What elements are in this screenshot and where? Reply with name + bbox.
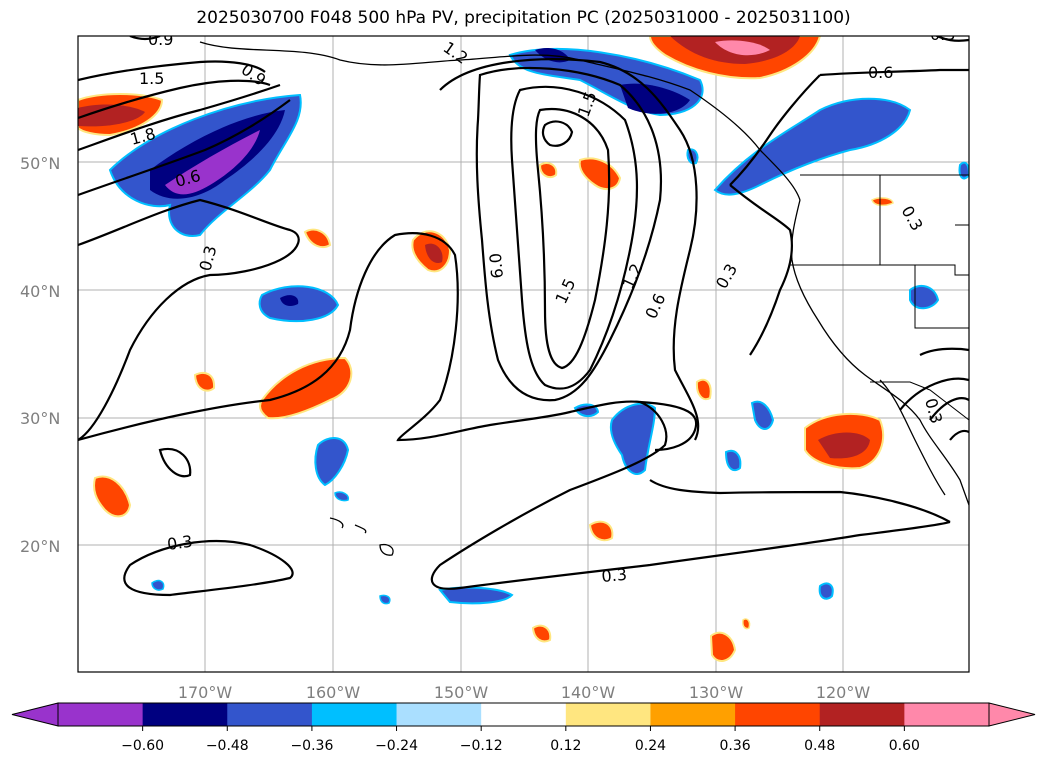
lon-label-170w: 170°W (178, 683, 233, 702)
colorbar-segment (481, 703, 567, 726)
colorbar-tick-label: 0.60 (889, 738, 920, 754)
colorbar-segment (565, 703, 651, 726)
contour-label: 0.3 (930, 25, 955, 44)
map-frame (77, 35, 970, 673)
lon-label-120w: 120°W (816, 683, 871, 702)
pv-trough-outer (439, 58, 700, 441)
pv-contour-0.3-west (78, 198, 300, 441)
alaska-coast (199, 41, 801, 201)
lat-labels: 50°N 40°N 30°N 20°N (20, 154, 60, 556)
colorbar-segment (142, 703, 228, 726)
colorbar-tick-label: −0.60 (121, 738, 164, 754)
chart-title: 2025030700 F048 500 hPa PV, precipitatio… (196, 8, 851, 28)
colorbar-tick-label: −0.48 (206, 738, 249, 754)
pv-trough-1.5 (534, 107, 611, 370)
colorbar-extend-low (11, 702, 59, 727)
colorbar-extend-high (988, 702, 1036, 727)
colorbar-tick-label: 0.12 (550, 738, 581, 754)
colorbar: −0.60 −0.48 −0.36 −0.24 −0.12 0.12 0.24 0.36 0.4… (11, 702, 1036, 754)
lon-label-140w: 140°W (561, 683, 616, 702)
colorbar-segment (904, 703, 990, 726)
pv-contour-0.3-east (649, 479, 951, 523)
pv-contour-0.3-central (78, 232, 951, 590)
contour-label: 0.3 (601, 565, 628, 586)
colorbar-segment (58, 703, 144, 726)
colorbar-tick-label: −0.12 (460, 738, 503, 754)
colorbar-segment (735, 703, 821, 726)
negative-precip-areas (108, 48, 969, 605)
colorbar-segment (396, 703, 482, 726)
colorbar-tick-label: −0.36 (290, 738, 333, 754)
lat-label-50n: 50°N (20, 154, 60, 173)
lon-label-130w: 130°W (689, 683, 744, 702)
contour-label: 1.5 (139, 69, 164, 88)
contour-label: 0.6 (868, 63, 893, 82)
neg-blob-midpac (258, 285, 340, 323)
colorbar-segment (650, 703, 736, 726)
colorbar-tick-label: 0.36 (720, 738, 751, 754)
lon-labels: 170°W 160°W 150°W 140°W 130°W 120°W (178, 683, 871, 702)
colorbar-segment (819, 703, 905, 726)
colorbar-frame (57, 702, 990, 727)
colorbar-tick-label: 0.48 (804, 738, 835, 754)
pv-contours (78, 36, 969, 597)
coastlines (199, 41, 969, 556)
contour-label: 0.3 (166, 532, 194, 554)
colorbar-tick-label: 0.24 (635, 738, 666, 754)
lon-label-160w: 160°W (306, 683, 361, 702)
colorbar-segment (311, 703, 398, 726)
pos-blob-midpac (259, 356, 353, 420)
colorbar-tick-label: −0.24 (375, 738, 418, 754)
lat-label-30n: 30°N (20, 409, 60, 428)
contour-label: 0.9 (148, 30, 173, 49)
lat-label-40n: 40°N (20, 282, 60, 301)
pv-trough-1.2 (510, 85, 639, 390)
contour-label: 6.0 (486, 252, 507, 279)
lon-label-150w: 150°W (434, 683, 489, 702)
pv-trough-0.6 (475, 66, 662, 402)
neg-blob-bc-coast (713, 97, 912, 196)
pv-contour-bottom-left (123, 539, 294, 597)
colorbar-segment (227, 703, 313, 726)
lat-label-20n: 20°N (20, 537, 60, 556)
borders (790, 174, 969, 421)
pv-contour-0.6-east (819, 68, 969, 77)
west-coast-na (790, 199, 969, 506)
pv-contour-0.3-coast (729, 184, 794, 356)
